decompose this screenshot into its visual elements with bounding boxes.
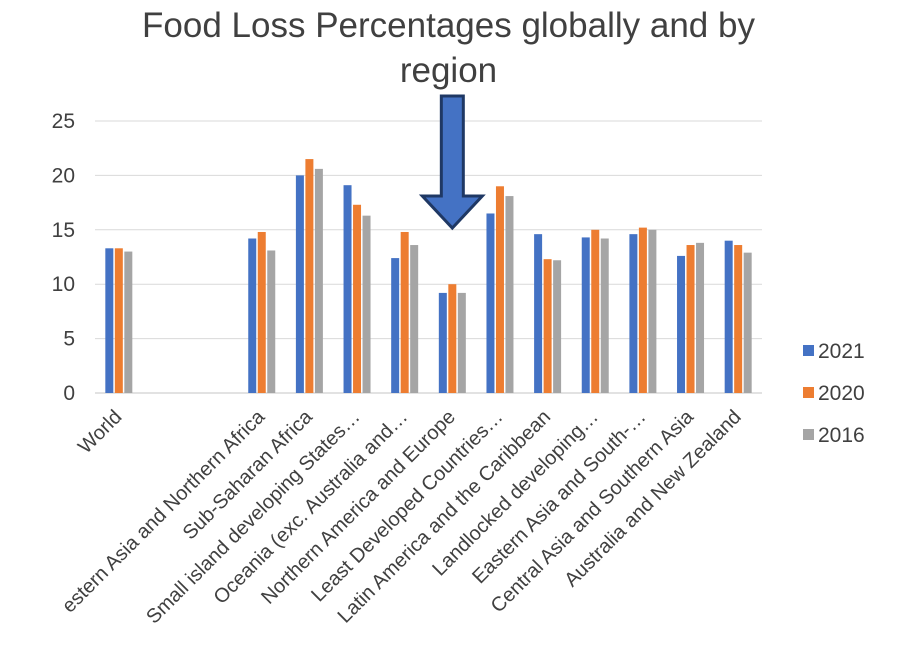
legend-swatch-2016: [803, 429, 814, 440]
bar-2021: [486, 213, 495, 393]
bar-2016: [743, 252, 752, 393]
chart-title-line-1: Food Loss Percentages globally and by: [142, 6, 755, 45]
bar-2016: [648, 229, 657, 393]
bar-2021: [105, 248, 114, 393]
bar-2016: [505, 196, 514, 393]
bar-2020: [114, 248, 123, 393]
bar-2016: [410, 245, 419, 393]
bar-2020: [638, 227, 647, 393]
bar-2016: [362, 215, 371, 393]
bar-2020: [448, 284, 457, 393]
bar-2021: [438, 292, 447, 393]
bar-2020: [543, 259, 552, 393]
y-tick-label: 10: [52, 273, 75, 296]
bar-2021: [343, 185, 352, 393]
bar-2020: [353, 204, 362, 393]
bar-2020: [495, 186, 504, 393]
legend-label: 2021: [818, 340, 865, 363]
x-tick-label: World: [74, 406, 126, 458]
bar-2021: [248, 238, 257, 393]
y-tick-label: 20: [52, 164, 75, 187]
bar-2020: [257, 231, 266, 393]
legend-swatch-2021: [803, 345, 814, 356]
bar-2016: [124, 251, 133, 393]
bar-2021: [295, 175, 304, 393]
bar-2021: [677, 255, 686, 393]
bar-2021: [629, 234, 638, 393]
bar-2021: [534, 234, 543, 393]
legend-label: 2016: [818, 424, 865, 447]
bar-2020: [400, 231, 409, 393]
legend-swatch-2020: [803, 387, 814, 398]
chart-title-line-2: region: [399, 51, 498, 90]
y-tick-label: 5: [63, 328, 75, 351]
bar-2016: [314, 168, 323, 393]
legend-label: 2020: [818, 382, 865, 405]
bar-2016: [553, 260, 562, 393]
bar-2016: [600, 238, 609, 393]
bar-2020: [305, 159, 314, 393]
bar-2020: [591, 229, 600, 393]
bar-2020: [734, 245, 743, 393]
bar-2020: [686, 245, 695, 393]
bar-2021: [581, 237, 590, 393]
bar-2016: [696, 242, 705, 393]
y-tick-label: 15: [52, 219, 75, 242]
bar-2016: [457, 292, 466, 393]
y-tick-label: 0: [63, 382, 75, 405]
bar-2021: [724, 240, 733, 393]
bar-2016: [267, 250, 276, 393]
annotation-down-arrow: [418, 94, 486, 231]
bar-2021: [391, 258, 400, 393]
y-tick-label: 25: [52, 110, 75, 133]
